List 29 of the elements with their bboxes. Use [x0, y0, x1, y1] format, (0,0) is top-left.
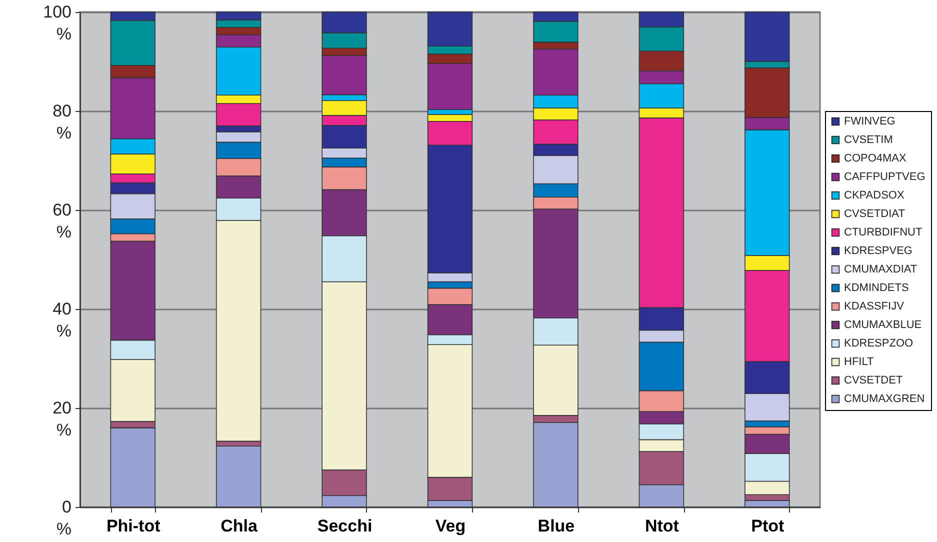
x-tick-label: Phi-tot	[106, 516, 161, 536]
x-tick-label: Chla	[220, 516, 258, 536]
x-tick-label: Blue	[538, 516, 575, 536]
legend-label: CKPADSOX	[844, 190, 905, 202]
legend-label: CAFFPUPTVEG	[844, 171, 926, 183]
legend-label: CMUMAXBLUE	[844, 319, 922, 331]
x-tick-label: Secchi	[317, 516, 372, 536]
legend-label: COPO4MAX	[844, 152, 908, 164]
y-tick-label: 40 %	[52, 300, 72, 340]
legend-label: KDRESPZOO	[844, 338, 914, 350]
legend-label: CMUMAXGREN	[844, 393, 925, 405]
legend-label: CVSETIM	[844, 134, 893, 146]
legend-label: CVSETDET	[844, 374, 903, 386]
legend-label: HFILT	[844, 356, 874, 368]
y-tick-label: 20 %	[52, 398, 72, 440]
legend-label: CMUMAXDIAT	[844, 264, 918, 276]
legend-label: KDASSFIJV	[844, 300, 905, 312]
y-tick-label: 100 %	[43, 2, 72, 44]
x-tick-label: Veg	[435, 516, 466, 536]
x-tick-label: Ntot	[644, 516, 680, 536]
legend-label: FWINVEG	[844, 116, 896, 128]
y-tick-label: 80 %	[52, 102, 72, 142]
legend-label: KDRESPVEG	[844, 245, 912, 257]
legend-label: CVSETDIAT	[844, 208, 906, 220]
legend-label: CTURBDIFNUT	[844, 226, 922, 238]
y-tick-label: 60 %	[52, 200, 72, 242]
legend-label: KDMINDETS	[844, 282, 909, 294]
y-tick-label: 0 %	[56, 498, 72, 538]
x-tick-label: Ptot	[751, 516, 785, 536]
